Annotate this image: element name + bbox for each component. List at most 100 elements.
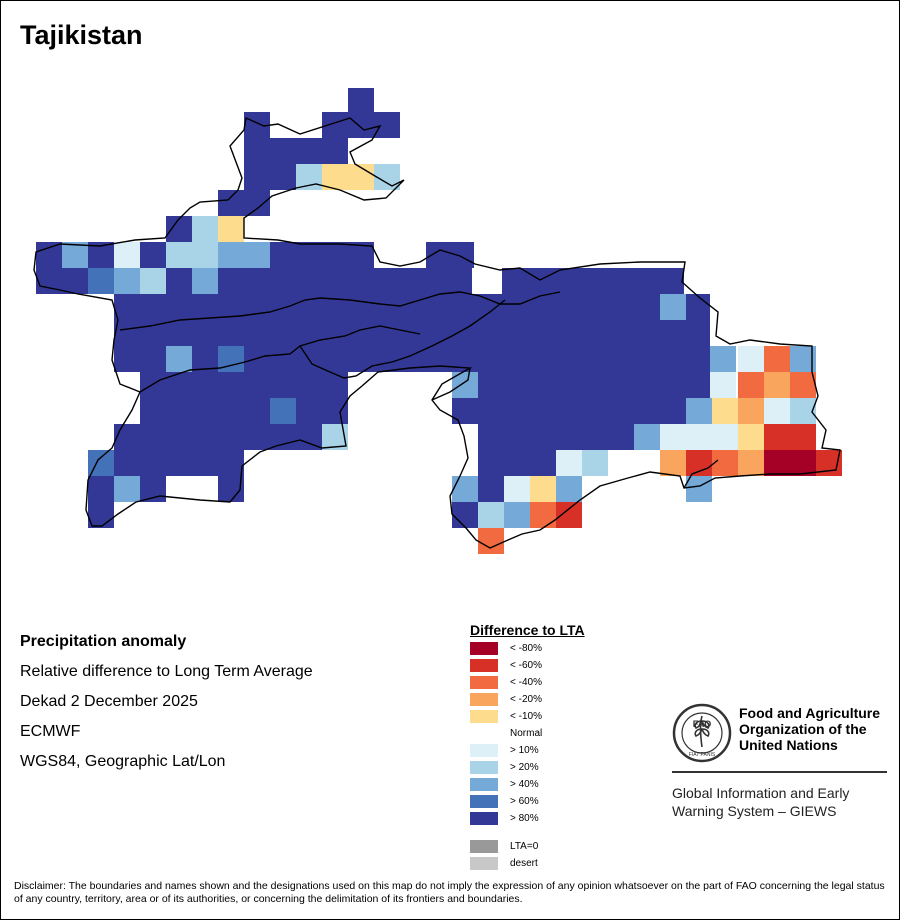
anomaly-cell [738, 424, 764, 450]
anomaly-cell [322, 112, 374, 138]
anomaly-cell [712, 398, 738, 424]
anomaly-cell [530, 476, 556, 502]
legend-label: > 40% [510, 779, 539, 790]
anomaly-cell [764, 424, 790, 450]
legend-label: LTA=0 [510, 841, 539, 852]
anomaly-cell [88, 476, 114, 528]
anomaly-cell [114, 476, 140, 502]
anomaly-cell [140, 268, 166, 294]
internal-boundary [683, 459, 719, 489]
anomaly-cell [140, 398, 348, 424]
anomaly-cell [426, 242, 474, 268]
divider [672, 771, 887, 773]
legend-swatch [470, 642, 498, 655]
anomaly-cell [452, 476, 478, 502]
legend-label: < -60% [510, 660, 542, 671]
anomaly-cell [114, 424, 322, 450]
anomaly-cell [738, 346, 764, 372]
anomaly-cell [62, 242, 88, 268]
anomaly-cell [710, 372, 736, 398]
anomaly-cell [686, 398, 712, 424]
legend-item-8: > 40% [470, 778, 539, 791]
legend-label: > 10% [510, 745, 539, 756]
anomaly-cell [790, 372, 816, 398]
anomaly-cell [660, 424, 686, 450]
giews-line-2: Warning System – GIEWS [672, 803, 837, 819]
internal-boundary [139, 325, 421, 393]
anomaly-cell [166, 346, 192, 372]
anomaly-cell [634, 424, 660, 450]
fao-name-line-3: United Nations [739, 737, 838, 753]
legend-label: > 60% [510, 796, 539, 807]
anomaly-cell [530, 502, 556, 528]
anomaly-cell [166, 242, 192, 268]
anomaly-cell [244, 164, 296, 190]
fao-logo-text: FAO [693, 719, 712, 729]
fao-logo-motto: FIAT PANIS [689, 752, 716, 758]
legend-swatch [470, 676, 498, 689]
disclaimer: Disclaimer: The boundaries and names sho… [14, 880, 885, 905]
legend-label: < -20% [510, 694, 542, 705]
anomaly-cell [244, 112, 270, 138]
fao-organization-name: Food and Agriculture Organization of the… [739, 705, 880, 753]
legend-item-4: < -10% [470, 710, 542, 723]
anomaly-cell [478, 502, 504, 528]
precipitation-anomaly-map [33, 88, 842, 554]
legend-extra-item-0: LTA=0 [470, 840, 538, 853]
fao-name-line-1: Food and Agriculture [739, 705, 881, 721]
anomaly-cell [348, 88, 374, 112]
anomaly-cell [374, 164, 400, 190]
legend-item-5: Normal [470, 727, 542, 740]
anomaly-cell [322, 164, 348, 190]
anomaly-cell [478, 476, 504, 502]
anomaly-cell [660, 450, 686, 476]
anomaly-cell [504, 476, 530, 502]
legend-item-0: < -80% [470, 642, 542, 655]
legend-swatch [470, 659, 498, 672]
giews-name: Global Information and Early Warning Sys… [672, 784, 849, 820]
anomaly-cell [114, 242, 140, 268]
info-heading: Precipitation anomaly [20, 633, 187, 650]
anomaly-cell [452, 502, 478, 528]
legend-swatch [470, 795, 498, 808]
fao-logo-icon: FAO FIAT PANIS [672, 703, 732, 763]
anomaly-cell [686, 424, 712, 450]
boundary-lines [33, 116, 841, 549]
internal-boundary [299, 299, 506, 379]
anomaly-cell [712, 450, 738, 476]
internal-boundary [431, 367, 471, 401]
legend-item-2: < -40% [470, 676, 542, 689]
legend-label: desert [510, 858, 538, 869]
info-line-4: WGS84, Geographic Lat/Lon [20, 753, 226, 770]
legend-item-6: > 10% [470, 744, 539, 757]
anomaly-cell [374, 112, 400, 138]
info-line-3: ECMWF [20, 723, 81, 740]
legend-label: > 80% [510, 813, 539, 824]
anomaly-cell [452, 398, 692, 424]
legend-label: > 20% [510, 762, 539, 773]
anomaly-cell [88, 268, 114, 294]
legend-item-1: < -60% [470, 659, 542, 672]
anomaly-cell [738, 372, 764, 398]
legend-label: < -10% [510, 711, 542, 722]
anomaly-cell [556, 450, 582, 476]
anomaly-cell [790, 424, 816, 450]
anomaly-cell [140, 372, 348, 398]
legend-item-3: < -20% [470, 693, 542, 706]
anomaly-cell [712, 424, 738, 450]
anomaly-cell [764, 346, 790, 372]
legend-label: < -40% [510, 677, 542, 688]
anomaly-cell [244, 138, 348, 164]
anomaly-cell [556, 502, 582, 528]
anomaly-cell [790, 450, 816, 476]
legend-swatch [470, 840, 498, 853]
anomaly-cell [114, 450, 244, 476]
anomaly-cell [192, 242, 218, 268]
anomaly-cell [166, 216, 192, 242]
legend-swatch [470, 761, 498, 774]
legend-title: Difference to LTA [470, 622, 585, 638]
anomaly-cell [738, 398, 764, 424]
map-title: Tajikistan [20, 20, 143, 50]
anomaly-cell [452, 372, 710, 398]
legend-swatch [470, 744, 498, 757]
